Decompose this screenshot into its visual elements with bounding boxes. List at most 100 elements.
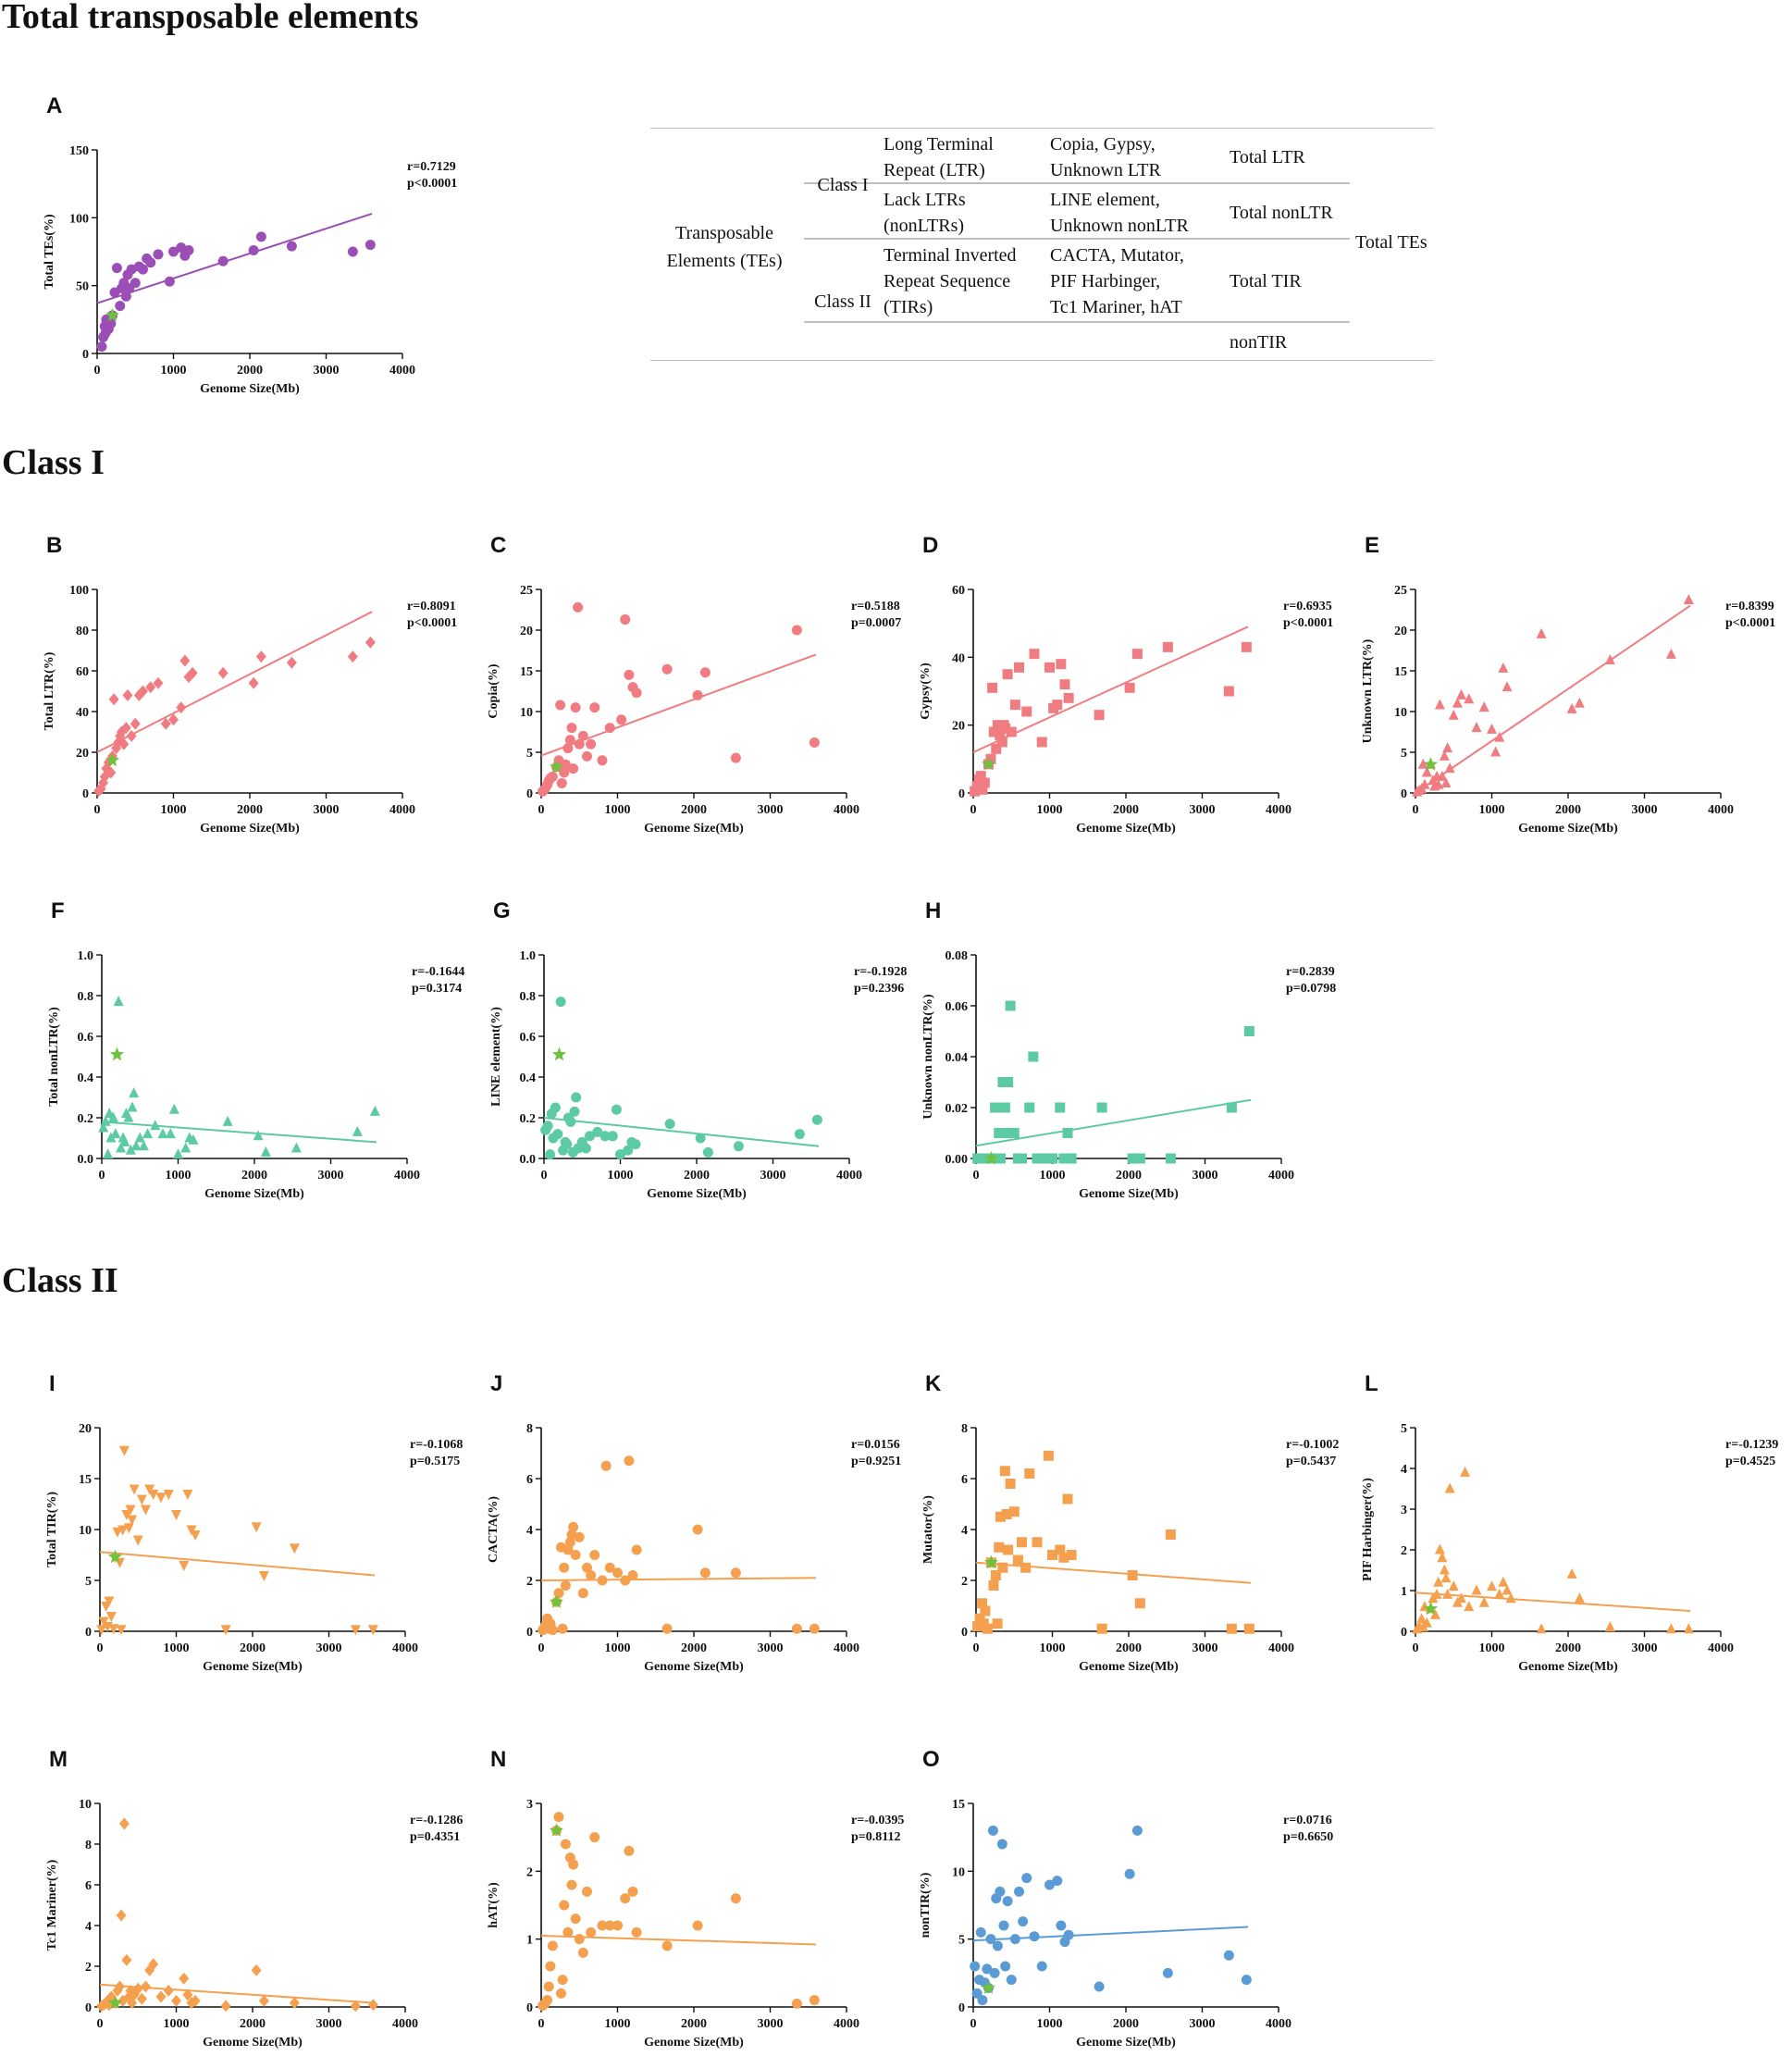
panel-letter-O: O bbox=[922, 1747, 940, 1772]
data-point bbox=[1478, 701, 1489, 712]
data-point bbox=[141, 1980, 151, 1993]
axes-F bbox=[101, 955, 407, 1159]
data-point bbox=[540, 1124, 551, 1135]
x-tick-label: 3000 bbox=[760, 1169, 786, 1183]
data-point bbox=[994, 1128, 1005, 1138]
y-tick-label: 0.2 bbox=[520, 1112, 537, 1126]
data-point bbox=[121, 1510, 132, 1520]
y-tick-label: 5 bbox=[85, 1575, 92, 1589]
data-point bbox=[168, 246, 179, 257]
data-point bbox=[104, 1108, 115, 1119]
data-point bbox=[1421, 766, 1432, 777]
axes-O bbox=[972, 1803, 1279, 2008]
data-point bbox=[977, 1153, 988, 1164]
highlight-star-icon bbox=[1423, 1601, 1439, 1616]
data-point bbox=[116, 725, 127, 738]
y-axis-title: Gypsy(%) bbox=[919, 663, 933, 720]
data-point bbox=[187, 666, 198, 679]
data-point bbox=[1437, 770, 1448, 781]
data-point bbox=[1416, 1613, 1427, 1624]
data-point bbox=[1017, 1537, 1027, 1548]
table-row3-type-2: Repeat Sequence bbox=[884, 271, 1010, 291]
data-point bbox=[1566, 1567, 1577, 1579]
highlight-star-icon bbox=[981, 756, 996, 771]
data-point bbox=[699, 1567, 711, 1579]
data-point bbox=[1487, 1580, 1497, 1592]
data-point bbox=[599, 1131, 611, 1142]
y-tick-label: 0.00 bbox=[945, 1153, 969, 1167]
data-point bbox=[1029, 1931, 1040, 1942]
data-point bbox=[979, 777, 990, 788]
x-tick-label: 0 bbox=[97, 1641, 104, 1655]
highlight-star-icon bbox=[107, 1549, 123, 1564]
data-point bbox=[1456, 1592, 1466, 1604]
y-tick-label: 1.0 bbox=[78, 949, 94, 963]
axes-M bbox=[99, 1803, 405, 2008]
data-point bbox=[791, 1623, 802, 1634]
data-point bbox=[568, 1859, 579, 1870]
data-point bbox=[1412, 786, 1423, 797]
data-point bbox=[970, 786, 981, 797]
table-row3-total: Total TIR bbox=[1230, 271, 1302, 291]
data-point bbox=[186, 1525, 197, 1536]
data-point bbox=[1036, 1961, 1047, 1972]
regression-line bbox=[101, 1121, 377, 1144]
te-classification-table: Transposable Elements (TEs) Class I Clas… bbox=[650, 128, 1433, 361]
data-point bbox=[148, 1958, 159, 1971]
y-tick-label: 60 bbox=[76, 665, 89, 679]
data-point bbox=[791, 1998, 802, 2009]
y-tick-label: 20 bbox=[1394, 625, 1407, 638]
data-point bbox=[564, 1537, 575, 1548]
data-point bbox=[986, 1557, 996, 1568]
y-tick-label: 20 bbox=[952, 720, 965, 734]
data-point bbox=[627, 1886, 638, 1897]
x-tick-label: 4000 bbox=[1268, 1169, 1294, 1183]
data-point bbox=[975, 1926, 986, 1938]
data-point bbox=[1490, 746, 1502, 757]
data-point bbox=[160, 717, 171, 730]
data-point bbox=[367, 1999, 378, 2012]
data-point bbox=[1094, 710, 1105, 721]
x-axis-title: Genome Size(Mb) bbox=[200, 382, 300, 396]
table-row3-members-3: Tc1 Mariner, hAT bbox=[1050, 297, 1182, 317]
x-tick-label: 3000 bbox=[1190, 803, 1216, 817]
y-tick-label: 0.6 bbox=[78, 1031, 94, 1045]
data-point bbox=[1243, 1623, 1254, 1634]
data-point bbox=[994, 1542, 1005, 1553]
data-point bbox=[126, 729, 137, 742]
data-point bbox=[1464, 1601, 1475, 1612]
data-point bbox=[574, 1531, 585, 1542]
data-point bbox=[586, 1570, 597, 1580]
data-point bbox=[98, 776, 109, 789]
data-point bbox=[118, 1445, 130, 1456]
x-tick-label: 2000 bbox=[237, 364, 263, 378]
data-point bbox=[570, 702, 581, 713]
y-tick-label: 10 bbox=[79, 1798, 92, 1812]
data-point bbox=[171, 1510, 181, 1520]
data-point bbox=[565, 1116, 576, 1127]
data-point bbox=[538, 786, 549, 797]
panel-letter-D: D bbox=[922, 533, 938, 558]
data-point bbox=[1433, 778, 1444, 789]
data-point bbox=[604, 1562, 615, 1573]
data-point bbox=[114, 1557, 125, 1568]
panel-letter-I: I bbox=[49, 1371, 56, 1396]
stat-r: r=0.2839 bbox=[1286, 965, 1335, 979]
data-point bbox=[217, 666, 229, 679]
data-point bbox=[624, 669, 635, 680]
stat-r: r=0.0716 bbox=[1283, 1814, 1332, 1827]
y-axis-title: Unknown nonLTR(%) bbox=[921, 994, 935, 1120]
y-tick-label: 10 bbox=[1394, 706, 1407, 720]
data-point bbox=[179, 1561, 190, 1571]
data-point bbox=[163, 1490, 174, 1500]
x-tick-label: 3000 bbox=[314, 364, 340, 378]
data-point bbox=[573, 1143, 584, 1154]
data-point bbox=[557, 1975, 568, 1986]
data-point bbox=[631, 1544, 642, 1555]
x-tick-label: 2000 bbox=[681, 2017, 707, 2031]
data-point bbox=[1434, 699, 1445, 710]
data-point bbox=[560, 1136, 571, 1147]
x-axis-title: Genome Size(Mb) bbox=[644, 2036, 744, 2050]
regression-line bbox=[540, 1577, 817, 1581]
data-point bbox=[1052, 1876, 1063, 1887]
